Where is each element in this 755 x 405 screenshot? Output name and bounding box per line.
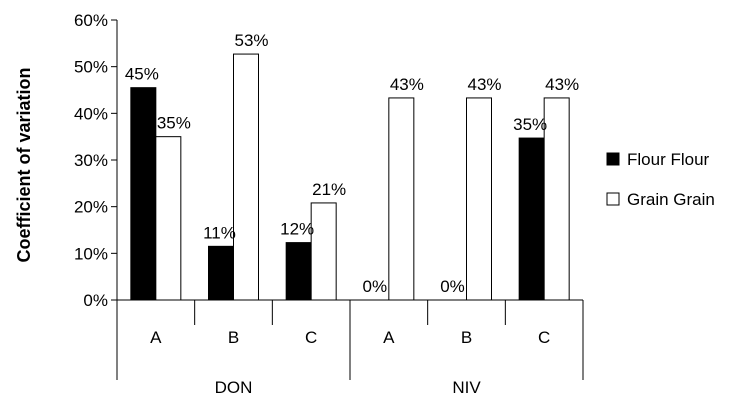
data-label: 35% xyxy=(513,115,547,134)
y-tick-label: 40% xyxy=(74,104,108,123)
y-axis-title: Coefficient of variation xyxy=(14,67,34,262)
data-label: 43% xyxy=(467,75,501,94)
category-label: A xyxy=(150,328,162,347)
data-label: 35% xyxy=(157,114,191,133)
y-tick-label: 60% xyxy=(74,11,108,30)
bar-flour-don-c xyxy=(285,242,312,301)
legend-box xyxy=(600,140,754,230)
category-label: B xyxy=(461,328,472,347)
y-tick-label: 50% xyxy=(74,58,108,77)
legend-label: Grain Grain xyxy=(627,190,715,209)
bar-grain-niv-b xyxy=(466,97,492,301)
category-label: C xyxy=(538,328,550,347)
data-label: 11% xyxy=(203,223,236,242)
data-label: 45% xyxy=(125,65,159,84)
bar-flour-niv-c xyxy=(518,137,545,301)
group-label: DON xyxy=(215,378,253,397)
legend: Flour Flour Grain Grain xyxy=(600,140,754,230)
data-label: 12% xyxy=(280,220,314,239)
category-label: A xyxy=(383,328,395,347)
data-label: 0% xyxy=(440,277,465,296)
legend-swatch xyxy=(606,192,620,206)
legend-swatch xyxy=(606,152,620,166)
bar-grain-niv-c xyxy=(543,97,570,301)
data-label: 43% xyxy=(390,75,424,94)
y-tick-label: 10% xyxy=(74,244,108,263)
bar-flour-don-a xyxy=(130,87,157,301)
group-label: NIV xyxy=(452,378,481,397)
bar-grain-don-b xyxy=(233,53,259,301)
category-label: C xyxy=(305,328,317,347)
bar-grain-niv-a xyxy=(388,97,415,301)
category-label: B xyxy=(228,328,239,347)
data-label: 0% xyxy=(363,277,388,296)
y-tick-label: 30% xyxy=(74,151,108,170)
bar-flour-don-b xyxy=(208,245,234,301)
bar-grain-don-c xyxy=(310,202,337,301)
y-tick-label: 20% xyxy=(74,198,108,217)
data-label: 53% xyxy=(234,31,268,50)
bar-grain-don-a xyxy=(155,136,182,301)
data-label: 21% xyxy=(312,180,346,199)
data-label: 43% xyxy=(545,75,579,94)
y-tick-label: 0% xyxy=(83,291,108,310)
legend-label: Flour Flour xyxy=(627,150,710,169)
